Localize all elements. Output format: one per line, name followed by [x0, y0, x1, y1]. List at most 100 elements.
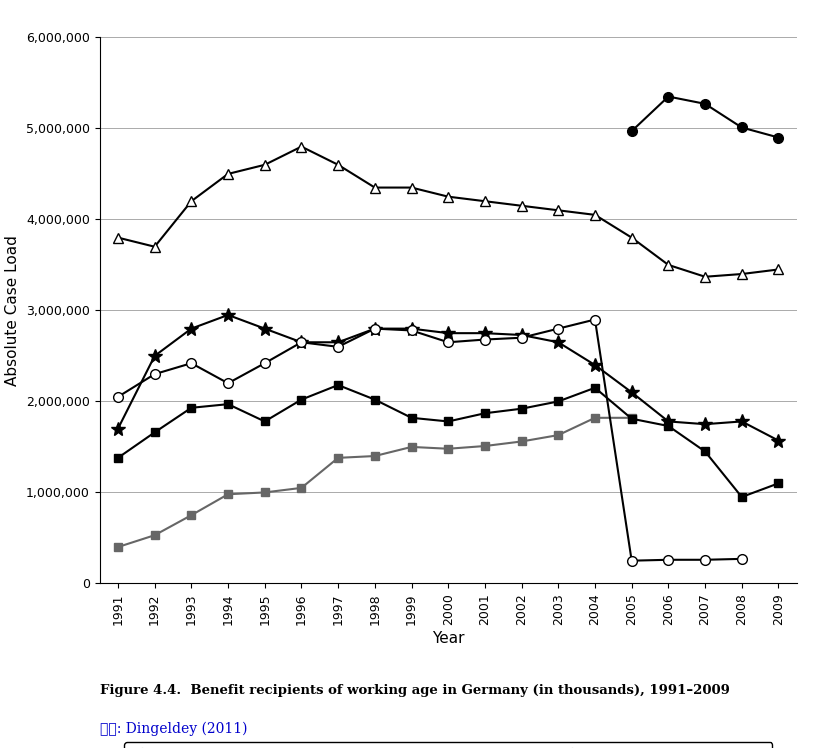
Legend: Unemployment Benefit II UBII, Work Incapacity, Unemployment Assistance UA, Early: Unemployment Benefit II UBII, Work Incap…: [124, 742, 772, 748]
Social Assistance: [260, 359, 270, 368]
Early Retirement: [370, 324, 380, 333]
Unemployment Insurance UBI: [590, 383, 600, 392]
Work Incapacity: [590, 210, 600, 219]
Early Retirement: [187, 324, 197, 333]
Unemployment Insurance UBI: [187, 403, 197, 412]
Unemployment Assistance UA: [590, 414, 600, 423]
Unemployment Assistance UA: [260, 488, 270, 497]
Unemployment Assistance UA: [149, 531, 159, 540]
Early Retirement: [627, 388, 637, 397]
Work Incapacity: [370, 183, 380, 192]
Social Assistance: [113, 393, 123, 402]
Early Retirement: [223, 310, 233, 319]
Unemployment Insurance UBI: [333, 381, 343, 390]
Work Incapacity: [407, 183, 417, 192]
Early Retirement: [333, 338, 343, 347]
Early Retirement: [443, 328, 453, 337]
Early Retirement: [700, 420, 710, 429]
Early Retirement: [149, 352, 159, 361]
Unemployment Insurance UBI: [774, 479, 784, 488]
Unemployment Benefit II UBII: [663, 92, 673, 101]
Line: Unemployment Benefit II UBII: Unemployment Benefit II UBII: [627, 92, 784, 142]
Early Retirement: [480, 328, 490, 337]
Text: 출즈: Dingeldey (2011): 출즈: Dingeldey (2011): [100, 722, 247, 736]
Unemployment Assistance UA: [370, 452, 380, 461]
Social Assistance: [443, 338, 453, 347]
Unemployment Assistance UA: [554, 431, 564, 440]
Unemployment Assistance UA: [407, 442, 417, 451]
Unemployment Assistance UA: [187, 511, 197, 520]
Early Retirement: [260, 324, 270, 333]
Work Incapacity: [149, 242, 159, 251]
Early Retirement: [590, 361, 600, 370]
Social Assistance: [407, 326, 417, 335]
Unemployment Insurance UBI: [516, 404, 526, 413]
Social Assistance: [737, 554, 747, 563]
Work Incapacity: [223, 170, 233, 179]
Unemployment Insurance UBI: [370, 395, 380, 404]
Social Assistance: [296, 338, 306, 347]
Unemployment Assistance UA: [516, 437, 526, 446]
Unemployment Benefit II UBII: [627, 126, 637, 135]
Work Incapacity: [516, 201, 526, 210]
Unemployment Assistance UA: [333, 453, 343, 462]
Unemployment Insurance UBI: [480, 408, 490, 417]
Unemployment Insurance UBI: [443, 417, 453, 426]
Unemployment Insurance UBI: [260, 417, 270, 426]
Social Assistance: [700, 555, 710, 564]
Early Retirement: [516, 331, 526, 340]
Unemployment Insurance UBI: [627, 414, 637, 423]
Line: Unemployment Assistance UA: Unemployment Assistance UA: [114, 414, 636, 551]
Unemployment Insurance UBI: [149, 428, 159, 437]
Social Assistance: [333, 343, 343, 352]
Y-axis label: Absolute Case Load: Absolute Case Load: [5, 235, 20, 386]
Unemployment Insurance UBI: [663, 422, 673, 431]
Work Incapacity: [774, 265, 784, 274]
Social Assistance: [663, 555, 673, 564]
Line: Unemployment Insurance UBI: Unemployment Insurance UBI: [114, 381, 783, 501]
X-axis label: Year: Year: [432, 631, 465, 646]
Unemployment Assistance UA: [296, 483, 306, 492]
Unemployment Insurance UBI: [700, 447, 710, 456]
Social Assistance: [554, 324, 564, 333]
Work Incapacity: [663, 260, 673, 269]
Unemployment Assistance UA: [223, 490, 233, 499]
Line: Work Incapacity: Work Incapacity: [113, 142, 784, 281]
Unemployment Benefit II UBII: [737, 123, 747, 132]
Work Incapacity: [480, 197, 490, 206]
Unemployment Insurance UBI: [407, 414, 417, 423]
Text: Figure 4.4.  Benefit recipients of working age in Germany (in thousands), 1991–2: Figure 4.4. Benefit recipients of workin…: [100, 684, 730, 697]
Work Incapacity: [737, 269, 747, 278]
Unemployment Assistance UA: [113, 542, 123, 551]
Work Incapacity: [113, 233, 123, 242]
Social Assistance: [223, 378, 233, 387]
Work Incapacity: [333, 160, 343, 169]
Early Retirement: [554, 338, 564, 347]
Unemployment Insurance UBI: [296, 395, 306, 404]
Unemployment Insurance UBI: [554, 397, 564, 406]
Unemployment Benefit II UBII: [774, 133, 784, 142]
Early Retirement: [296, 338, 306, 347]
Early Retirement: [663, 417, 673, 426]
Unemployment Benefit II UBII: [700, 99, 710, 108]
Work Incapacity: [187, 197, 197, 206]
Unemployment Insurance UBI: [223, 399, 233, 408]
Unemployment Assistance UA: [443, 444, 453, 453]
Social Assistance: [370, 324, 380, 333]
Unemployment Insurance UBI: [737, 492, 747, 501]
Early Retirement: [737, 417, 747, 426]
Social Assistance: [480, 335, 490, 344]
Unemployment Assistance UA: [480, 441, 490, 450]
Early Retirement: [774, 436, 784, 445]
Social Assistance: [187, 359, 197, 368]
Early Retirement: [407, 324, 417, 333]
Social Assistance: [516, 334, 526, 343]
Early Retirement: [113, 424, 123, 433]
Social Assistance: [627, 557, 637, 565]
Work Incapacity: [554, 206, 564, 215]
Work Incapacity: [627, 233, 637, 242]
Work Incapacity: [443, 192, 453, 201]
Unemployment Assistance UA: [627, 414, 637, 423]
Work Incapacity: [700, 272, 710, 281]
Social Assistance: [590, 315, 600, 324]
